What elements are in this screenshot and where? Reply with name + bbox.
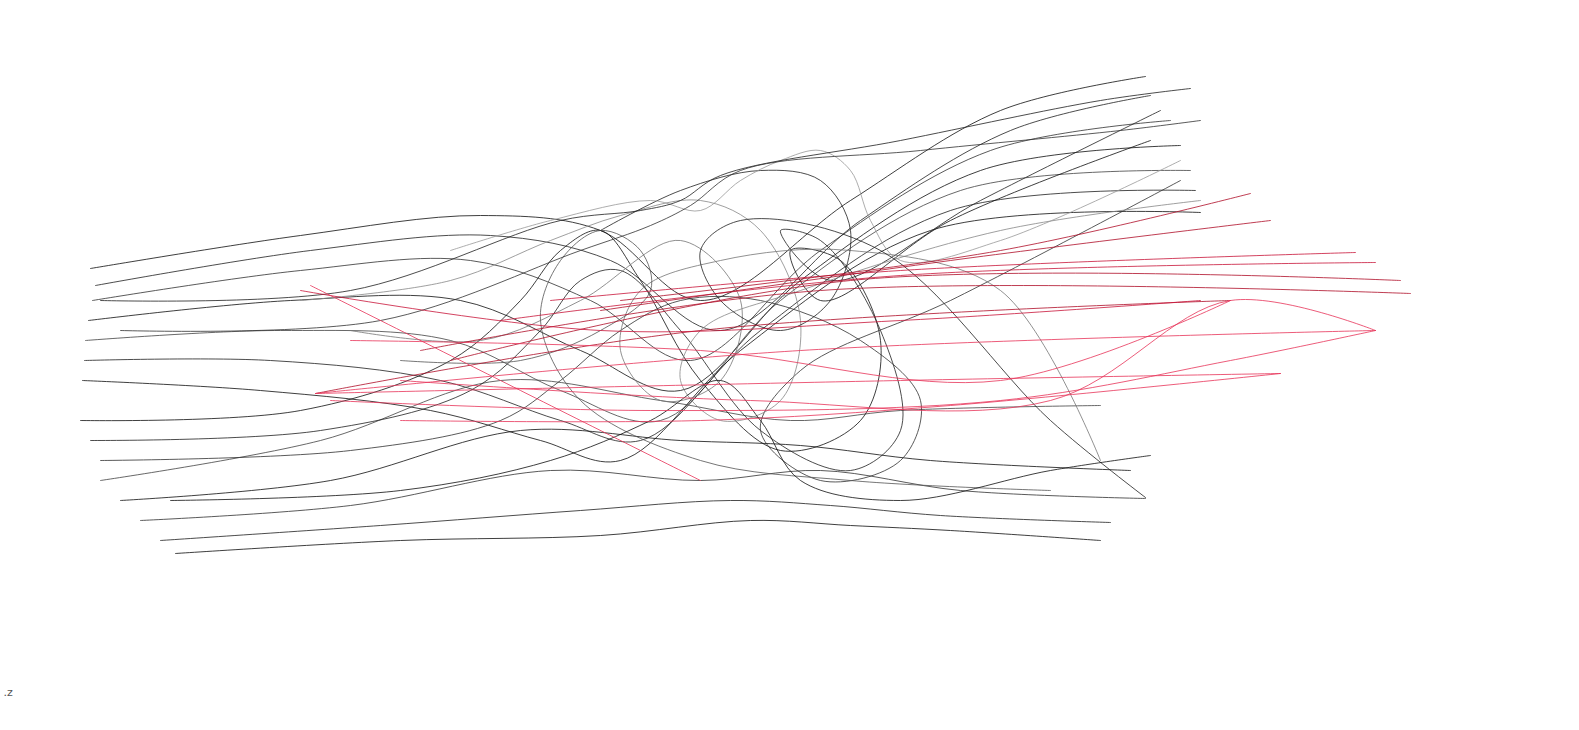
svg-text:.z: .z bbox=[4, 686, 13, 699]
